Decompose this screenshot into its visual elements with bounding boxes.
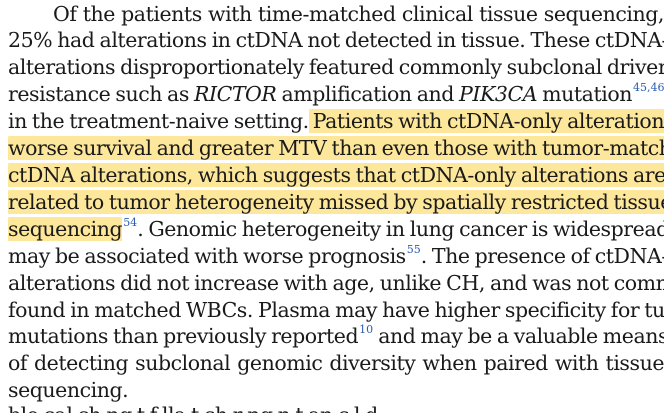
highlighted-text: related to tumor heterogeneity missed by… [8, 190, 664, 214]
line-text: may be associated with worse prognosis [8, 244, 406, 268]
text-line-4: resistance such as RICTOR amplification … [8, 82, 664, 106]
reference-link-54[interactable]: 54 [123, 217, 138, 229]
line-text: amplification and [276, 82, 460, 106]
text-line-14: of detecting subclonal genomic diversity… [8, 351, 664, 375]
line-text: 25% had alterations in ctDNA not detecte… [8, 28, 664, 52]
line-text: ble cal ch ng t f lla t ch r ng n t an c… [8, 403, 378, 413]
text-line-10: may be associated with worse prognosis55… [8, 244, 664, 268]
text-line-1: Of the patients with time-matched clinic… [8, 2, 664, 26]
text-line-9: sequencing54. Genomic heterogeneity in l… [8, 217, 664, 241]
text-line-11: alterations did not increase with age, u… [8, 271, 664, 295]
highlighted-text: worse survival and greater MTV than even… [8, 136, 664, 160]
line-text: mutation [537, 82, 632, 106]
line-text: and may be a valuable means [373, 324, 664, 348]
text-line-3: alterations disproportionately featured … [8, 55, 664, 79]
reference-link-55[interactable]: 55 [406, 244, 421, 256]
line-text: alterations did not increase with age, u… [8, 271, 664, 295]
line-text: sequencing. [8, 378, 129, 402]
highlighted-text: Patients with ctDNA-only alterations had [308, 109, 664, 133]
reference-link-45-46[interactable]: 45,46 [633, 82, 664, 94]
text-line-15: sequencing. [8, 378, 664, 402]
highlighted-text: sequencing [8, 217, 123, 241]
line-text: alterations disproportionately featured … [8, 55, 664, 79]
text-line-13: mutations than previously reported10 and… [8, 324, 664, 348]
reference-link-10[interactable]: 10 [359, 324, 374, 336]
text-line-7: ctDNA alterations, which suggests that c… [8, 163, 664, 187]
line-text: . The presence of ctDNA-only [420, 244, 664, 268]
gene-name-rictor: RICTOR [193, 82, 277, 106]
line-text: found in matched WBCs. Plasma may have h… [8, 298, 664, 322]
text-line-cutoff: ble cal ch ng t f lla t ch r ng n t an c… [8, 403, 664, 413]
line-text: resistance such as [8, 82, 194, 106]
text-line-6: worse survival and greater MTV than even… [8, 136, 664, 160]
text-line-12: found in matched WBCs. Plasma may have h… [8, 298, 664, 322]
text-line-2: 25% had alterations in ctDNA not detecte… [8, 28, 664, 52]
line-text: mutations than previously reported [8, 324, 359, 348]
text-line-5: in the treatment-naive setting. Patients … [8, 109, 664, 133]
gene-name-pik3ca: PIK3CA [459, 82, 538, 106]
line-text: Of the patients with time-matched clinic… [53, 2, 664, 26]
text-line-8: related to tumor heterogeneity missed by… [8, 190, 664, 214]
highlighted-text: ctDNA alterations, which suggests that c… [8, 163, 664, 187]
line-text: in the treatment-naive setting. [8, 109, 309, 133]
line-text: of detecting subclonal genomic diversity… [8, 351, 664, 375]
line-text: . Genomic heterogeneity in lung cancer i… [137, 217, 664, 241]
